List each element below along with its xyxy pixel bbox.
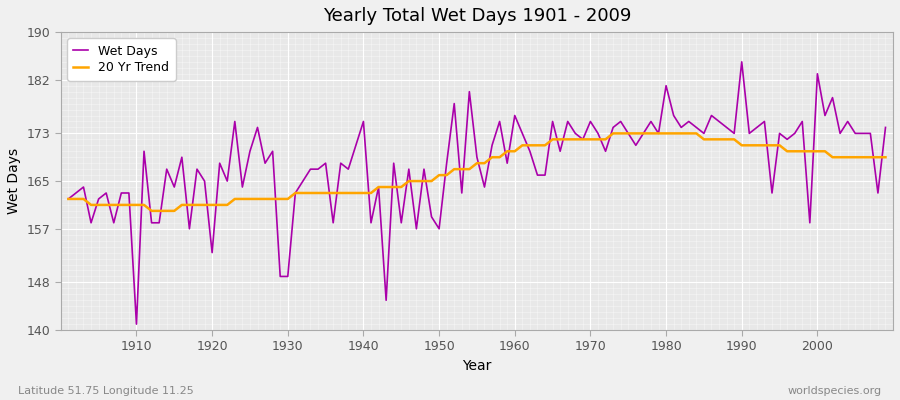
Wet Days <box>298 179 309 184</box>
Wet Days <box>343 167 354 172</box>
Wet Days <box>131 322 142 326</box>
20 Yr Trend <box>509 149 520 154</box>
20 Yr Trend <box>123 202 134 207</box>
Y-axis label: Wet Days: Wet Days <box>7 148 21 214</box>
Legend: Wet Days, 20 Yr Trend: Wet Days, 20 Yr Trend <box>67 38 176 80</box>
Title: Yearly Total Wet Days 1901 - 2009: Yearly Total Wet Days 1901 - 2009 <box>323 7 631 25</box>
Wet Days <box>736 60 747 64</box>
Line: Wet Days: Wet Days <box>68 62 886 324</box>
20 Yr Trend <box>608 131 618 136</box>
Wet Days <box>123 190 134 195</box>
20 Yr Trend <box>146 208 157 213</box>
20 Yr Trend <box>63 196 74 201</box>
Line: 20 Yr Trend: 20 Yr Trend <box>68 133 886 211</box>
Wet Days <box>880 125 891 130</box>
20 Yr Trend <box>880 155 891 160</box>
20 Yr Trend <box>343 190 354 195</box>
Wet Days <box>608 125 618 130</box>
20 Yr Trend <box>298 190 309 195</box>
Wet Days <box>517 131 527 136</box>
Wet Days <box>63 196 74 201</box>
X-axis label: Year: Year <box>463 359 491 373</box>
Wet Days <box>509 113 520 118</box>
20 Yr Trend <box>616 131 626 136</box>
Text: Latitude 51.75 Longitude 11.25: Latitude 51.75 Longitude 11.25 <box>18 386 194 396</box>
20 Yr Trend <box>517 143 527 148</box>
Text: worldspecies.org: worldspecies.org <box>788 386 882 396</box>
